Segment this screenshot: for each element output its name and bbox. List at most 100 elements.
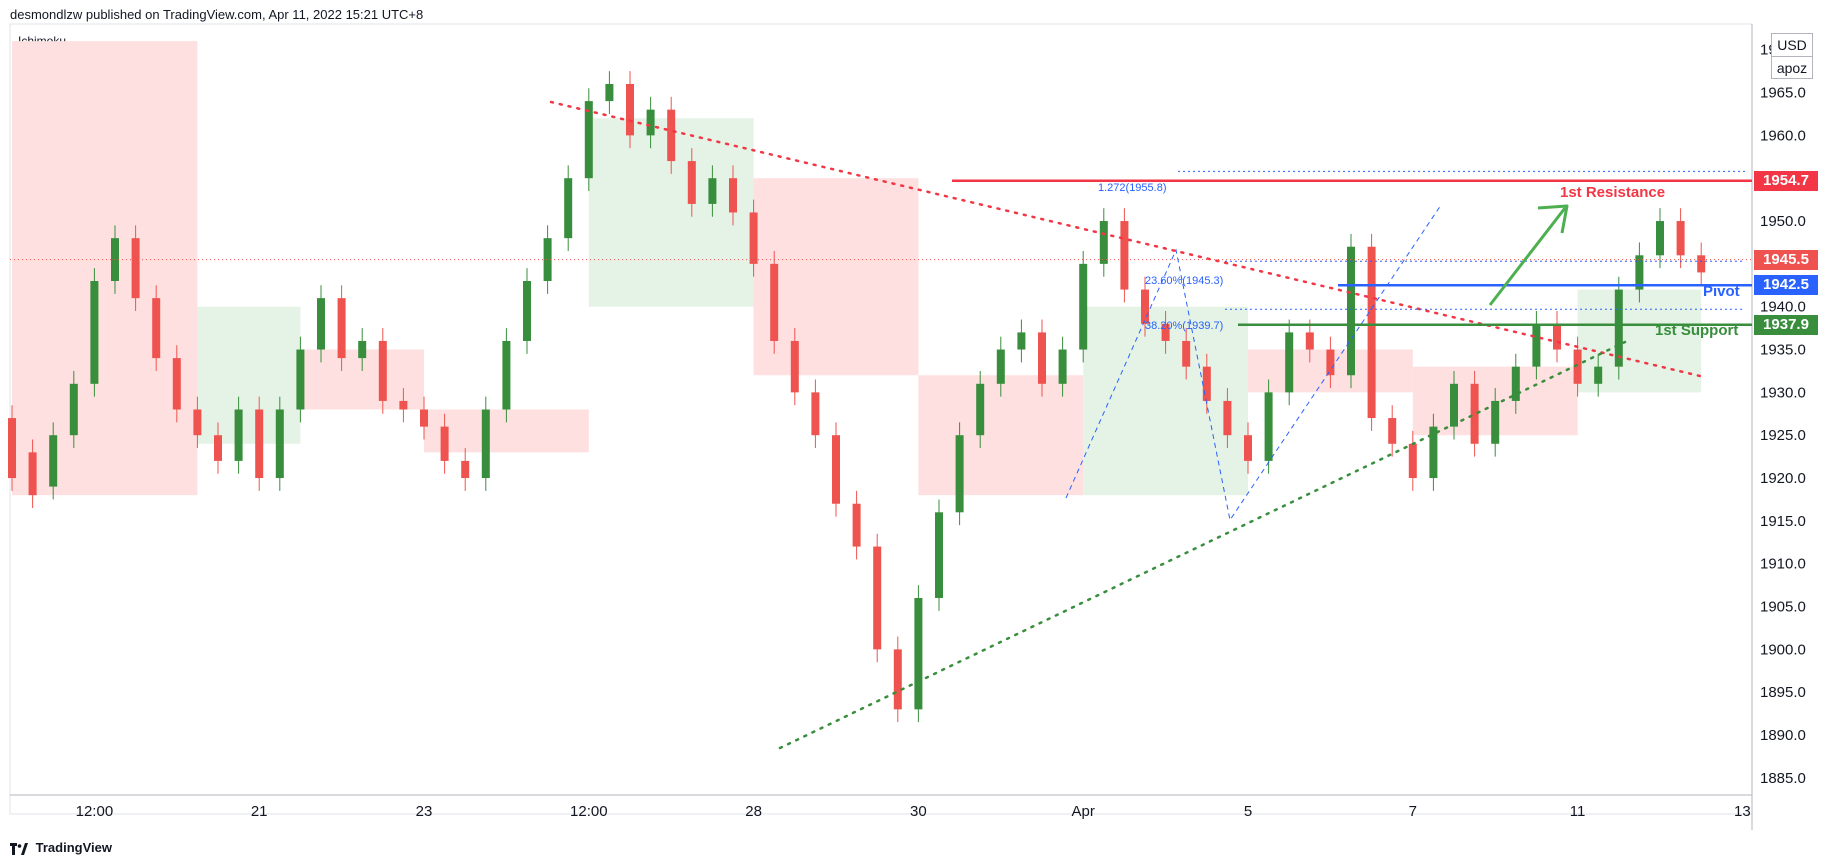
y-tick-label: 1950.0 [1760,213,1806,230]
fib-zigzag [1065,204,1442,522]
candle-body-2 [49,435,58,487]
candle-body-23 [481,409,490,479]
candle-body-40 [832,435,840,504]
y-tick-label: 1890.0 [1760,727,1806,744]
candle-body-17 [358,340,367,359]
candle-body-9 [193,409,202,436]
candle-body-59 [1223,400,1232,436]
pivot-label: Pivot [1703,283,1740,300]
support-price-badge: 1937.9 [1754,314,1818,335]
candle-body-30 [626,83,634,136]
cloud-band-5 [753,178,919,376]
candle-body-65 [1347,246,1355,376]
candle-body-71 [1470,383,1479,444]
candle-body-48 [996,349,1005,384]
candle-body-0 [8,418,16,479]
x-tick-label: 23 [416,803,433,820]
x-tick-label: 21 [251,803,268,820]
tradingview-logo[interactable]: TradingView [10,840,112,855]
support-label: 1st Support [1655,322,1739,339]
candle-body-62 [1285,332,1294,393]
candle-body-15 [317,298,325,350]
currency-selector[interactable]: USD apoz [1771,33,1813,79]
candle-body-14 [296,349,305,410]
candle-body-82 [1697,255,1706,273]
candle-body-34 [708,178,717,204]
candle-body-27 [564,178,573,239]
candle-body-3 [69,383,78,436]
x-tick-label: Apr [1072,803,1095,820]
candle-body-61 [1264,392,1273,461]
x-tick-label: 12:00 [76,803,114,820]
candle-body-51 [1058,349,1067,384]
candle-body-16 [337,298,346,359]
candle-body-66 [1367,246,1376,419]
candle-body-68 [1408,443,1417,479]
candle-body-22 [461,460,470,479]
candle-body-41 [852,503,861,547]
y-tick-label: 1885.0 [1760,770,1806,787]
x-tick-label: 5 [1244,803,1252,820]
candle-body-19 [399,400,408,410]
x-tick-label: 12:00 [570,803,608,820]
candle-body-64 [1326,349,1335,376]
ascending-trendline [778,340,1627,750]
drawings-group [10,100,1752,750]
x-tick-label: 7 [1409,803,1417,820]
candle-body-70 [1450,383,1458,427]
x-tick-label: 11 [1570,803,1586,820]
candle-body-53 [1099,221,1108,264]
candle-body-78 [1614,289,1623,367]
candle-body-81 [1676,221,1685,256]
fib-label-1272: 1.272(1955.8) [1098,182,1167,194]
candle-body-11 [234,409,243,461]
candle-body-77 [1594,366,1603,384]
candle-body-42 [873,546,882,650]
resistance-label: 1st Resistance [1560,184,1666,201]
candle-body-74 [1532,323,1541,367]
candle-body-46 [955,435,964,513]
candle-body-67 [1388,418,1397,444]
y-tick-label: 1905.0 [1760,599,1806,616]
candle-body-79 [1635,255,1644,290]
current-price-badge: 1945.5 [1754,249,1818,270]
x-tick-label: 30 [910,803,927,820]
y-tick-label: 1940.0 [1760,299,1806,316]
candle-body-39 [811,392,820,436]
candle-body-35 [729,178,737,213]
candle-body-26 [543,238,552,281]
y-tick-label: 1935.0 [1760,342,1806,359]
candle-body-54 [1120,221,1129,290]
candle-body-63 [1305,332,1314,350]
candle-body-21 [440,426,449,461]
candle-body-52 [1079,263,1088,350]
candle-body-25 [523,281,531,341]
candle-body-1 [28,452,37,496]
cloud-band-1 [197,306,301,444]
projection-arrow [1488,207,1567,306]
y-tick-label: 1960.0 [1760,127,1806,144]
candle-body-6 [131,238,140,299]
candle-body-7 [152,298,161,359]
candle-body-29 [605,83,614,102]
y-tick-label: 1930.0 [1760,384,1806,401]
resistance-price-badge: 1954.7 [1754,170,1818,191]
candle-body-69 [1429,426,1438,479]
candle-body-72 [1491,400,1500,444]
publish-header: desmondlzw published on TradingView.com,… [10,7,424,22]
candle-body-80 [1656,221,1664,256]
candle-body-45 [935,512,943,598]
candle-body-76 [1573,349,1582,384]
descending-trendline [549,100,1702,378]
candle-body-32 [667,109,676,162]
x-tick-label: 13 [1734,803,1751,820]
y-tick-label: 1895.0 [1760,684,1806,701]
candle-body-33 [687,161,696,204]
tradingview-logo-text: TradingView [35,840,112,855]
candle-body-20 [420,409,428,427]
cloud-band-0 [12,41,198,496]
x-tick-label: 28 [745,803,762,820]
pivot-price-badge: 1942.5 [1754,275,1818,296]
candle-body-43 [893,649,902,710]
